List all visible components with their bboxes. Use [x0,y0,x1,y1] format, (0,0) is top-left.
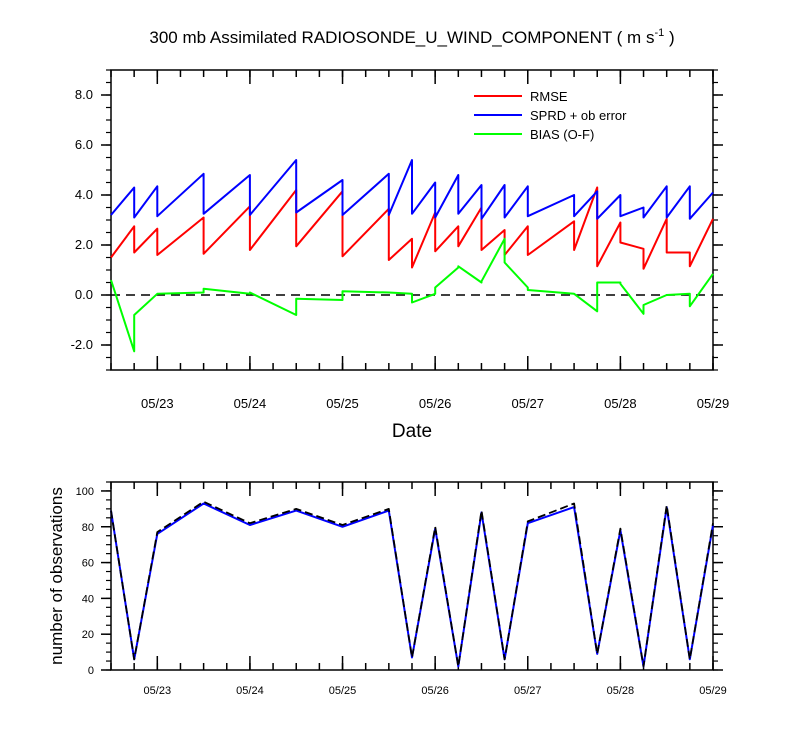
bottom-x-tick-label: 05/23 [144,685,172,697]
top-plot-ticks: 05/23 05/24 05/25 05/26 05/27 05/28 05/29 -2.0 0… [71,69,730,411]
top-x-axis-label: Date [392,421,432,442]
series-line-sprd-ob-error [110,159,714,220]
top-x-tick-label: 05/28 [604,396,637,411]
bottom-plot-ticks: 05/23 05/24 05/25 05/26 05/27 05/28 05/29 0 20 40… [76,481,727,697]
top-plot-series [110,159,714,353]
top-x-tick-label: 05/26 [419,396,452,411]
top-x-tick-label: 05/27 [511,396,544,411]
bottom-x-tick-label: 05/25 [329,685,357,697]
top-y-tick-label: 8.0 [75,87,93,102]
legend: RMSE SPRD + ob error BIAS (O-F) [474,89,627,142]
top-x-tick-label: 05/23 [141,396,174,411]
top-x-tick-label: 05/25 [326,396,359,411]
series-line-assimilated [110,502,714,668]
top-y-tick-label: -2.0 [71,337,93,352]
bottom-y-tick-label: 60 [82,558,94,570]
legend-label: SPRD + ob error [530,108,627,123]
top-y-tick-label: 4.0 [75,187,93,202]
bottom-x-tick-label: 05/24 [236,685,264,697]
bottom-y-tick-label: 80 [82,522,94,534]
bottom-plot-frame [110,481,714,671]
bottom-y-tick-label: 20 [82,629,94,641]
top-y-tick-label: 0.0 [75,287,93,302]
bottom-y-axis-label: number of observations [47,487,66,665]
bottom-x-tick-label: 05/29 [699,685,727,697]
legend-label: RMSE [530,89,568,104]
bottom-y-tick-label: 0 [88,665,94,677]
series-line-rmse [110,186,714,270]
bottom-plot-series [110,500,714,668]
bottom-x-tick-label: 05/26 [421,685,449,697]
bottom-y-tick-label: 100 [76,486,94,498]
top-y-tick-label: 6.0 [75,137,93,152]
chart-title: 300 mb Assimilated RADIOSONDE_U_WIND_COM… [149,27,674,47]
series-line-total [110,500,714,668]
bottom-y-tick-label: 40 [82,593,94,605]
bottom-x-tick-label: 05/28 [607,685,635,697]
top-x-tick-label: 05/24 [234,396,267,411]
bottom-x-tick-label: 05/27 [514,685,542,697]
series-line-bias-o-f [110,237,714,353]
legend-label: BIAS (O-F) [530,127,594,142]
top-y-tick-label: 2.0 [75,237,93,252]
top-x-tick-label: 05/29 [697,396,730,411]
